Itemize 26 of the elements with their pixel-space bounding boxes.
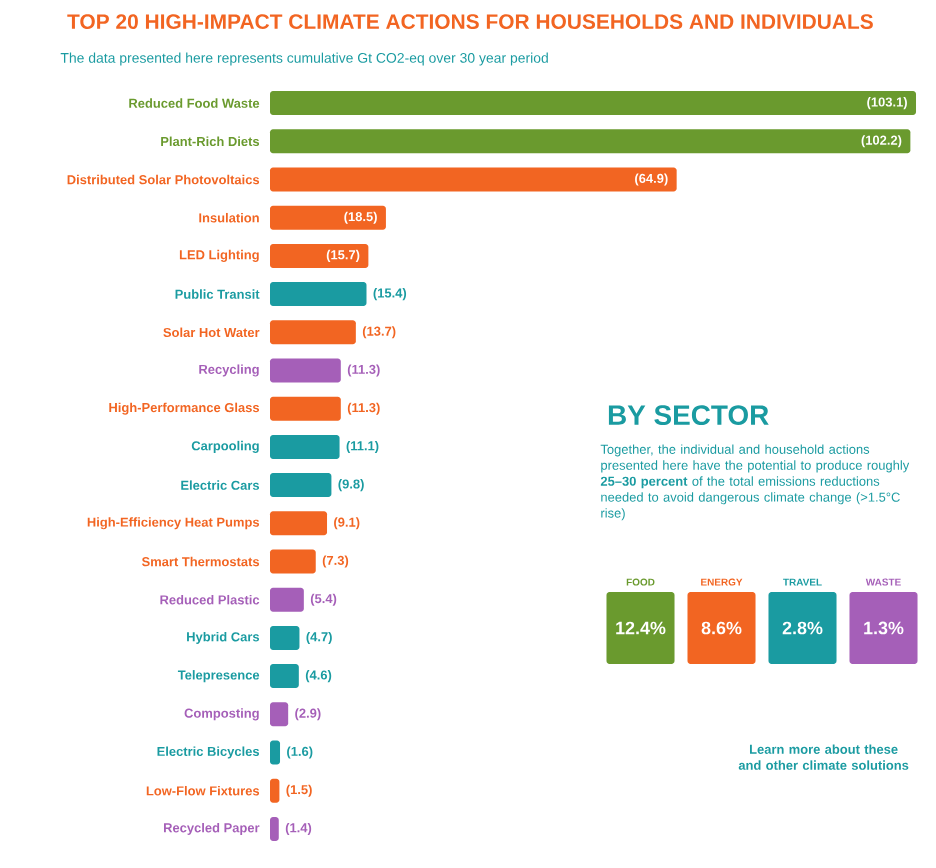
bar	[270, 816, 279, 841]
bar	[270, 664, 299, 689]
bar	[270, 434, 340, 459]
bar	[270, 91, 917, 116]
bar	[270, 320, 356, 345]
bar	[270, 243, 369, 268]
chart-title: TOP 20 HIGH-IMPACT CLIMATE ACTIONS FOR HOUSEHOLDS AND INDIVIDUALS	[67, 14, 873, 30]
text: 12.4%	[616, 621, 666, 635]
bar	[270, 358, 341, 383]
bar	[270, 205, 386, 230]
bar	[270, 587, 304, 612]
bar	[270, 129, 911, 154]
bar	[270, 549, 316, 574]
bar	[270, 282, 367, 307]
text: 1.3%	[864, 621, 904, 635]
bar	[270, 740, 281, 765]
text: 8.6%	[701, 621, 742, 635]
text: 2.8%	[782, 621, 823, 635]
bar	[270, 702, 289, 727]
bar	[270, 473, 332, 498]
bar	[270, 625, 300, 650]
bar	[270, 396, 341, 421]
bar	[270, 167, 677, 192]
bar	[270, 511, 328, 536]
bar	[270, 778, 280, 803]
text: BY SECTOR	[608, 405, 769, 426]
